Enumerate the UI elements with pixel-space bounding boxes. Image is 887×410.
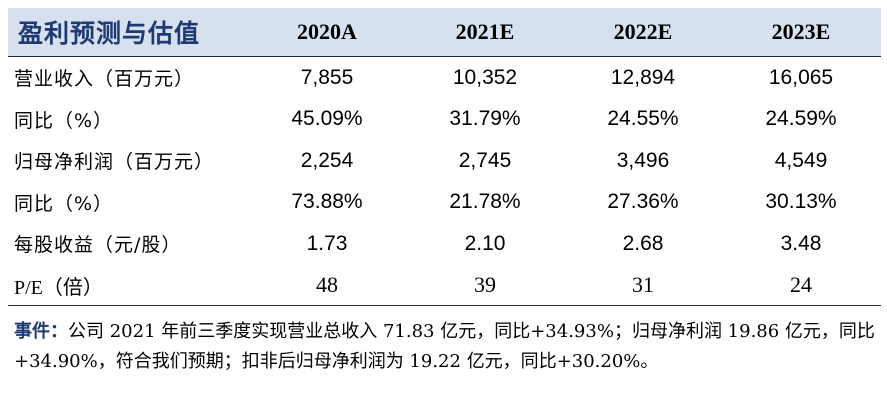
cell-value: 30.13% [765, 190, 837, 214]
cell-value: 27.36% [607, 190, 679, 214]
cell-value: 24.59% [765, 107, 837, 131]
cell-value: 12,894 [610, 65, 676, 89]
table-bottom-rule [8, 305, 881, 306]
note-text: 公司 2021 年前三季度实现营业总收入 71.83 亿元，同比+34.93%；… [14, 321, 875, 372]
table-row: 同比（%） 45.09% 31.79% 24.55% 24.59% [8, 99, 881, 141]
cell-value: 31.79% [449, 107, 521, 131]
row-label: 同比（%） [14, 109, 114, 132]
cell-value: 2,745 [458, 148, 512, 172]
forecast-table: 盈利预测与估值 2020A 2021E 2022E 2023E 营业收入（百万元… [8, 8, 881, 306]
row-label: 每股收益（元/股） [14, 234, 182, 257]
cell-value: 45.09% [291, 107, 363, 131]
table-row: 每股收益（元/股） 1.73 2.10 2.68 3.48 [8, 223, 881, 265]
cell-value: 2.10 [464, 231, 506, 255]
cell-value: 10,352 [452, 65, 518, 89]
row-label: 归母净利润（百万元） [14, 151, 215, 174]
cell-value: 2,254 [300, 148, 354, 172]
table-row: 归母净利润（百万元） 2,254 2,745 3,496 4,549 [8, 140, 881, 182]
cell-value: 31 [632, 272, 654, 298]
cell-value: 24.55% [607, 107, 679, 131]
table-header: 盈利预测与估值 2020A 2021E 2022E 2023E [8, 8, 881, 57]
cell-value: 16,065 [768, 65, 834, 89]
cell-value: 73.88% [291, 190, 363, 214]
cell-value: 4,549 [774, 148, 828, 172]
year-header: 2022E [613, 19, 673, 44]
year-header: 2023E [771, 19, 831, 44]
table-title: 盈利预测与估值 [18, 19, 201, 48]
table-row: 营业收入（百万元） 7,855 10,352 12,894 16,065 [8, 57, 881, 99]
cell-value: 3,496 [616, 148, 670, 172]
cell-value: 2.68 [622, 231, 664, 255]
year-header: 2020A [297, 19, 357, 44]
cell-value: 3.48 [780, 231, 822, 255]
event-note: 事件：公司 2021 年前三季度实现营业总收入 71.83 亿元，同比+34.9… [14, 317, 876, 377]
cell-value: 7,855 [300, 65, 354, 89]
cell-value: 48 [316, 272, 338, 298]
cell-value: 39 [474, 272, 496, 298]
cell-value: 1.73 [306, 231, 348, 255]
row-label: P/E（倍） [14, 276, 103, 299]
cell-value: 21.78% [449, 190, 521, 214]
year-header: 2021E [455, 19, 515, 44]
note-lead: 事件： [14, 321, 68, 342]
row-label: 同比（%） [14, 192, 114, 215]
cell-value: 24 [790, 272, 812, 298]
table-row: P/E（倍） 48 39 31 24 [8, 265, 881, 307]
table-row: 同比（%） 73.88% 21.78% 27.36% 30.13% [8, 182, 881, 224]
row-label: 营业收入（百万元） [14, 68, 195, 91]
